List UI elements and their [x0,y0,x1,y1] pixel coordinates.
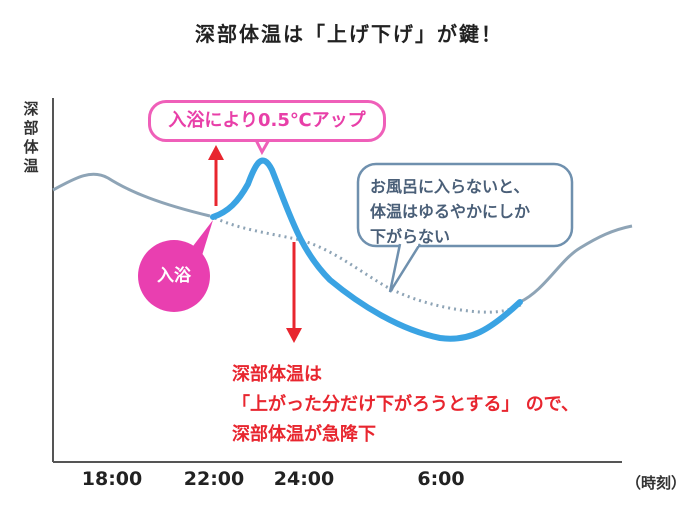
series-base-line-late [519,224,633,304]
drop-note: 深部体温は「上がった分だけ下がろうとする」 ので、 深部体温が急降下 [232,360,632,450]
y-axis-label: 深部体温 [23,100,39,175]
note-line: 下がらない [370,227,451,246]
note-line: 深部体温は [232,364,322,385]
note-line: 体温はゆるやかにしか [370,202,531,221]
series-bath-line [210,157,523,342]
no-bath-note: お風呂に入らないと、 体温はゆるやかにしか 下がらない [370,174,560,249]
x-tick-label: 24:00 [273,468,335,490]
no-bath-note-bubble [356,162,574,248]
x-tick-label: 18:00 [81,468,143,490]
note-line: お風呂に入らないと、 [370,177,530,196]
x-axis-label: （時刻） [626,474,687,492]
no-bath-note-tail [388,243,422,293]
rise-arrow-head [208,145,224,160]
series-no-bath-dotted [214,216,523,314]
note-line: 深部体温が急降下 [232,424,376,445]
drop-arrow-head [286,328,302,343]
chart-title: 深部体温は「上げ下げ」が鍵！ [195,22,503,46]
bath-circle-label: 入浴 [138,240,210,312]
x-tick-label: 22:00 [183,468,245,490]
rise-callout: 入浴により0.5℃アップ [148,100,386,142]
note-line: 「上がった分だけ下がろうとする」 ので、 [232,394,580,415]
series-base-line [52,172,211,218]
x-tick-label: 6:00 [417,468,465,490]
